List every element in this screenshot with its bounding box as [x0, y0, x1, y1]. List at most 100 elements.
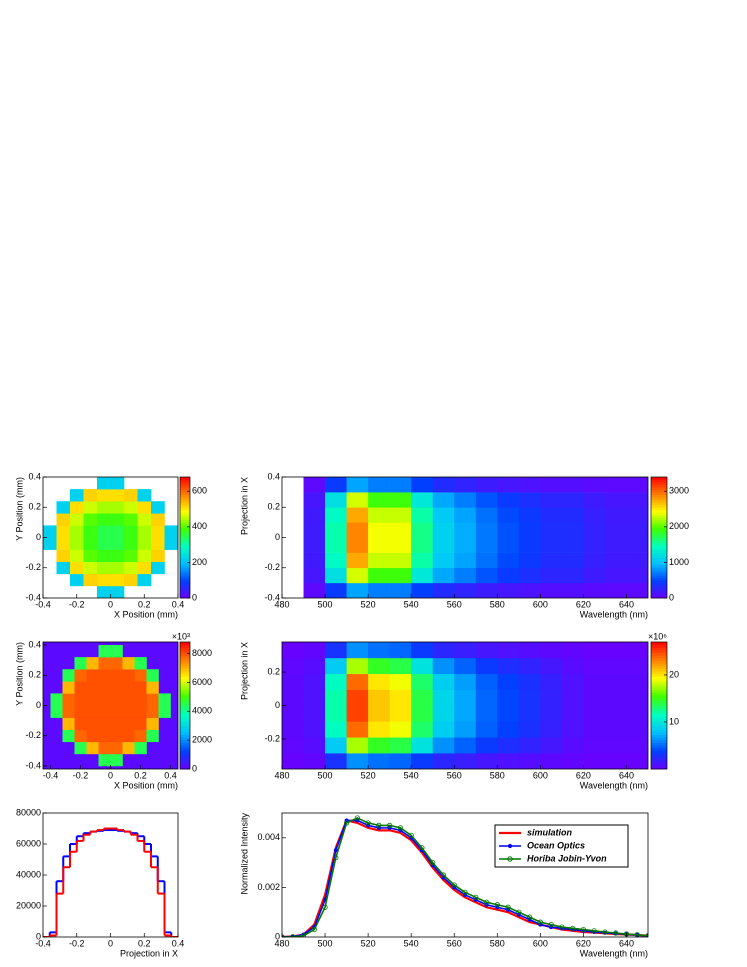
colorbar-step	[180, 587, 190, 591]
heatmap-cell	[346, 673, 369, 690]
colorbar-step	[180, 547, 190, 551]
heatmap-cell	[83, 501, 98, 514]
colorbar-tick-label: 600	[192, 486, 207, 496]
heatmap-cell	[282, 673, 304, 690]
heatmap-cell	[604, 642, 627, 659]
heatmap-cell	[98, 645, 111, 658]
colorbar-step	[651, 697, 667, 701]
x-tick-label: 0.2	[138, 599, 151, 609]
heatmap-cell	[282, 721, 304, 738]
heatmap-cell	[158, 705, 171, 718]
colorbar-step	[180, 514, 190, 518]
colorbar-step	[651, 565, 667, 569]
heatmap-cell	[98, 693, 111, 706]
heatmap-cell	[454, 657, 477, 675]
heatmap-cell	[110, 573, 125, 587]
heatmap-cell	[518, 507, 541, 523]
x-axis-title: X Position (mm)	[114, 780, 178, 790]
heatmap-cell	[86, 693, 99, 706]
heatmap-cell	[561, 522, 584, 538]
series-marker	[473, 894, 479, 900]
x-tick-label: 0.2	[138, 938, 151, 948]
y-tick-label: -0.2	[25, 562, 41, 572]
heatmap-cell	[497, 507, 520, 523]
heatmap-cell	[134, 705, 147, 718]
colorbar-step	[651, 681, 667, 685]
heatmap-cell	[70, 489, 84, 502]
heatmap-cell	[98, 729, 111, 743]
heatmap-cell	[97, 525, 111, 538]
x-tick-label: 500	[318, 938, 333, 948]
colorbar-step	[651, 689, 667, 693]
legend: simulation Ocean Optics Horiba Jobin-Yvon	[494, 824, 629, 868]
heatmap-cell	[325, 673, 347, 690]
series-marker	[440, 872, 447, 878]
heatmap-cell	[518, 537, 541, 553]
colorbar-step	[180, 708, 190, 712]
heatmap-cell	[137, 489, 152, 502]
heatmap-cell	[432, 657, 455, 675]
colorbar-step	[651, 527, 667, 531]
heatmap-cell	[540, 552, 563, 569]
heatmap-cell	[124, 561, 138, 575]
series-marker	[322, 904, 328, 910]
x-tick-label: 640	[619, 599, 634, 609]
heatmap-cell	[110, 525, 125, 538]
colorbar-step	[651, 570, 667, 574]
heatmap-cell	[86, 717, 99, 730]
colorbar-step	[651, 750, 667, 754]
x-tick-label: 520	[361, 770, 376, 780]
heatmap-cell	[540, 689, 563, 706]
colorbar-step	[651, 663, 667, 667]
series-marker	[333, 848, 338, 853]
heatmap-cell	[368, 705, 390, 722]
heatmap-cell	[626, 753, 648, 769]
heatmap-cell	[151, 501, 165, 514]
heatmap-cell	[454, 477, 477, 493]
heatmap-cell	[97, 537, 111, 550]
colorbar-tick-label: 200	[192, 557, 207, 567]
heatmap-cell	[98, 717, 111, 730]
colorbar-step	[180, 534, 190, 538]
series-marker	[602, 929, 608, 935]
colorbar-step	[180, 527, 190, 531]
colorbar-step	[651, 766, 667, 770]
x-tick-label: 580	[490, 770, 505, 780]
heatmap-cell	[86, 669, 99, 682]
colorbar-step	[180, 562, 190, 566]
heatmap-cell	[50, 693, 63, 706]
heatmap-cell	[626, 721, 648, 738]
colorbar-step	[180, 673, 190, 677]
heatmap-cell	[626, 537, 648, 553]
heatmap-cell	[368, 522, 390, 538]
colorbar-step	[651, 552, 667, 556]
heatmap-cell	[158, 693, 171, 706]
colorbar-step	[180, 761, 190, 765]
heatmap-cell	[303, 657, 326, 675]
heatmap-cell	[626, 477, 648, 493]
heatmap-cell	[303, 552, 326, 569]
heatmap-cell	[475, 522, 498, 538]
heatmap-cell	[70, 513, 84, 526]
heatmap-cell	[561, 721, 584, 738]
colorbar-step	[180, 747, 190, 751]
heatmap-cell	[124, 537, 138, 550]
heatmap-cell	[626, 689, 648, 706]
colorbar-step	[180, 545, 190, 548]
colorbar-tick-label: 4000	[192, 706, 212, 716]
heatmap-cell	[124, 501, 138, 514]
y-tick-label: 0.2	[267, 502, 280, 512]
colorbar-step	[651, 560, 667, 564]
heatmap-cell	[134, 741, 147, 755]
heatmap-cell	[454, 537, 477, 553]
heatmap-cell	[561, 552, 584, 569]
colorbar-step	[651, 729, 667, 733]
heatmap-cell	[62, 717, 75, 730]
colorbar-step	[180, 649, 190, 653]
x-axis-title: Wavelength (nm)	[580, 948, 648, 958]
heatmap-cell	[411, 582, 434, 598]
heatmap-cell	[518, 737, 541, 754]
heatmap-cell	[325, 642, 347, 659]
colorbar-frame	[650, 641, 668, 770]
colorbar-step	[180, 572, 190, 576]
